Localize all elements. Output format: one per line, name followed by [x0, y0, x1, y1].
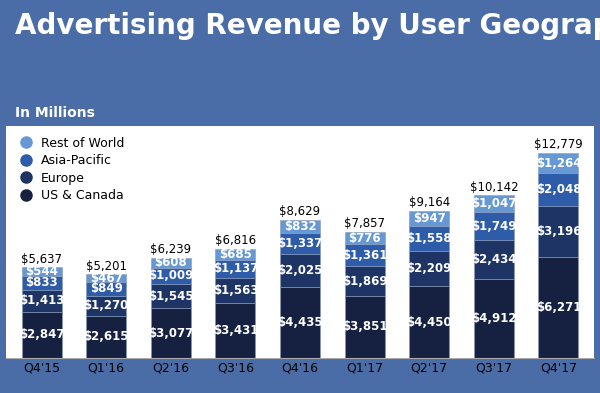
Bar	[215, 260, 256, 278]
Bar	[409, 251, 449, 286]
Text: $1,009: $1,009	[148, 269, 193, 282]
Text: $8,629: $8,629	[280, 205, 320, 218]
Bar	[215, 278, 256, 303]
Bar	[215, 249, 256, 260]
Text: $2,434: $2,434	[471, 253, 517, 266]
Bar	[474, 212, 514, 240]
Bar	[151, 309, 191, 358]
Bar	[86, 316, 126, 358]
Text: $10,142: $10,142	[470, 180, 518, 193]
Text: $1,563: $1,563	[212, 284, 258, 297]
Text: $833: $833	[25, 276, 58, 289]
Bar	[280, 220, 320, 233]
Text: $544: $544	[25, 265, 58, 278]
Text: $4,912: $4,912	[471, 312, 517, 325]
Bar	[538, 153, 578, 173]
Bar	[151, 258, 191, 268]
Text: $3,077: $3,077	[148, 327, 193, 340]
Text: $2,209: $2,209	[407, 262, 452, 275]
Bar	[22, 268, 62, 276]
Text: $1,264: $1,264	[536, 157, 581, 170]
Text: $832: $832	[284, 220, 316, 233]
Bar	[151, 268, 191, 284]
Text: $608: $608	[154, 256, 187, 269]
Text: $2,048: $2,048	[536, 184, 581, 196]
Text: $2,847: $2,847	[19, 329, 64, 342]
Bar	[538, 206, 578, 257]
Text: $5,201: $5,201	[86, 259, 127, 272]
Text: $6,816: $6,816	[215, 234, 256, 247]
Text: $9,164: $9,164	[409, 196, 450, 209]
Bar	[280, 287, 320, 358]
Text: $947: $947	[413, 212, 446, 225]
Text: $3,196: $3,196	[536, 225, 581, 238]
Bar	[280, 254, 320, 287]
Text: $12,779: $12,779	[534, 138, 583, 151]
Text: $776: $776	[349, 232, 381, 245]
Bar	[280, 233, 320, 254]
Bar	[409, 226, 449, 251]
Bar	[151, 284, 191, 309]
Bar	[474, 279, 514, 358]
Text: $1,545: $1,545	[148, 290, 194, 303]
Bar	[344, 266, 385, 296]
Text: $6,271: $6,271	[536, 301, 581, 314]
Bar	[538, 257, 578, 358]
Bar	[538, 173, 578, 206]
Text: $3,431: $3,431	[212, 324, 258, 337]
Bar	[409, 286, 449, 358]
Bar	[344, 244, 385, 266]
Text: $1,749: $1,749	[471, 220, 517, 233]
Bar	[474, 195, 514, 212]
Text: $7,857: $7,857	[344, 217, 385, 230]
Bar	[86, 282, 126, 296]
Text: $1,270: $1,270	[83, 299, 129, 312]
Text: $5,637: $5,637	[21, 253, 62, 266]
Text: $4,450: $4,450	[406, 316, 452, 329]
Bar	[344, 232, 385, 244]
Text: $6,239: $6,239	[150, 243, 191, 256]
Text: In Millions: In Millions	[15, 106, 95, 120]
Text: $1,869: $1,869	[342, 275, 388, 288]
Text: $1,137: $1,137	[213, 262, 258, 275]
Bar	[22, 312, 62, 358]
Text: $849: $849	[90, 282, 122, 295]
Text: $2,025: $2,025	[277, 264, 323, 277]
Text: $1,413: $1,413	[19, 294, 64, 307]
Text: $467: $467	[90, 272, 122, 285]
Text: $4,435: $4,435	[277, 316, 323, 329]
Bar	[474, 240, 514, 279]
Text: $1,337: $1,337	[277, 237, 323, 250]
Bar	[86, 274, 126, 282]
Text: $685: $685	[219, 248, 252, 261]
Bar	[22, 290, 62, 312]
Text: $3,851: $3,851	[342, 320, 388, 333]
Legend: Rest of World, Asia-Pacific, Europe, US & Canada: Rest of World, Asia-Pacific, Europe, US …	[18, 134, 127, 204]
Text: $1,558: $1,558	[406, 232, 452, 245]
Bar	[86, 296, 126, 316]
Text: $1,361: $1,361	[342, 249, 388, 262]
Bar	[344, 296, 385, 358]
Text: $1,047: $1,047	[471, 197, 517, 210]
Bar	[22, 276, 62, 290]
Text: $2,615: $2,615	[83, 330, 129, 343]
Text: Advertising Revenue by User Geography: Advertising Revenue by User Geography	[15, 12, 600, 40]
Bar	[409, 211, 449, 226]
Bar	[215, 303, 256, 358]
